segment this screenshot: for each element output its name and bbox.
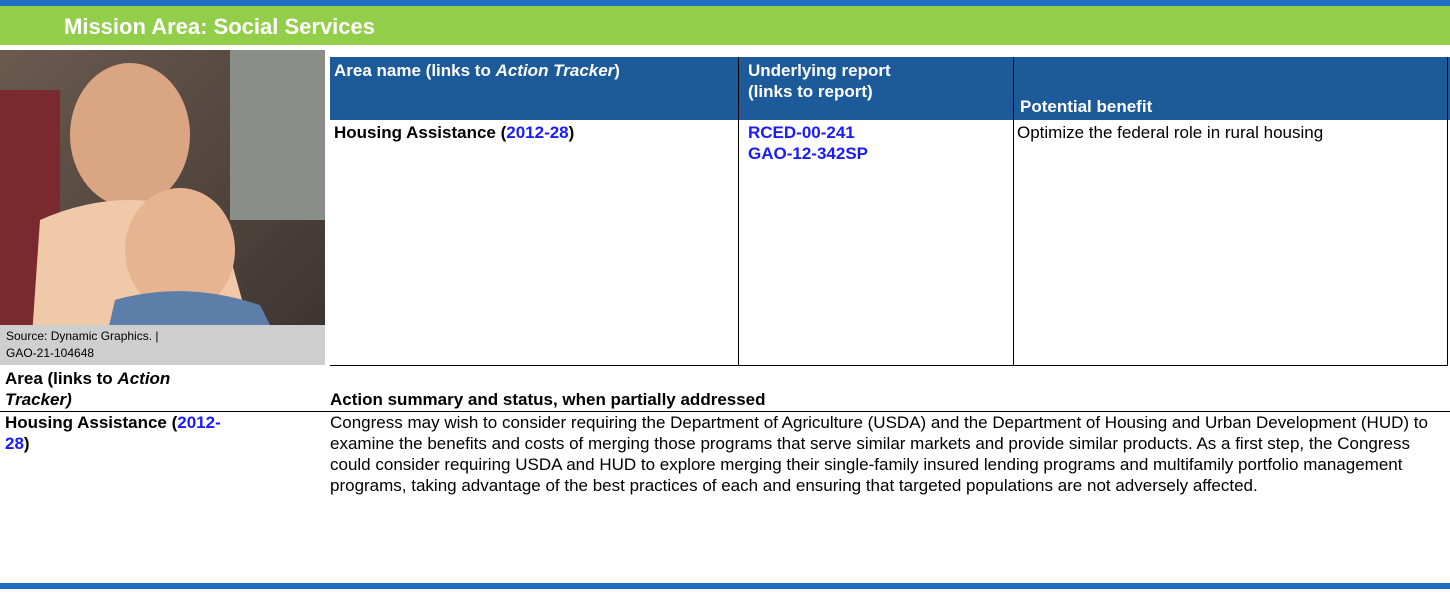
action-tracker-link[interactable]: 2012-28 (506, 123, 569, 142)
report-link[interactable]: RCED-00-241 (748, 123, 855, 142)
cell-border (330, 365, 1448, 366)
benefit-cell: Optimize the federal role in rural housi… (1017, 123, 1324, 142)
header-text: Area (links to (5, 369, 118, 388)
top-rule (0, 0, 1450, 6)
area-cell: Housing Assistance (2012-28) (334, 122, 574, 143)
action-tracker-link[interactable]: 2012- (177, 413, 221, 432)
area-text: Housing Assistance ( (5, 413, 178, 432)
row-border (0, 411, 1450, 412)
area-text: ) (23, 434, 30, 453)
header-text: Action Tracker (495, 61, 615, 80)
header-text: Area name (links to (334, 61, 496, 80)
header-text: Action (117, 369, 171, 388)
header-text: Tracker) (5, 390, 72, 409)
table-header (330, 57, 1450, 120)
report-link[interactable]: GAO-12-342SP (748, 144, 868, 163)
area-text: Housing Assistance ( (334, 123, 507, 142)
header-text: (links to report) (748, 82, 873, 101)
action-tracker-link[interactable]: 28 (5, 434, 24, 453)
cell-border (1013, 57, 1014, 365)
actions-header: Area (links to Action Tracker) (5, 368, 325, 410)
header-text: ) (614, 61, 620, 80)
summary-cell: Congress may wish to consider requiring … (330, 413, 1428, 495)
area-cell: Housing Assistance (2012- 28) (5, 412, 325, 454)
header-cell: Potential benefit (1020, 96, 1152, 117)
area-text: ) (568, 123, 575, 142)
title: Mission Area: Social Services (64, 14, 375, 39)
header-cell: Underlying report (links to report) (748, 60, 891, 102)
photo-caption: Source: Dynamic Graphics. | (6, 329, 159, 343)
header-text: Potential benefit (1020, 97, 1153, 116)
actions-header: Action summary and status, when partiall… (330, 390, 766, 409)
photo-caption: GAO-21-104648 (6, 346, 94, 360)
reports-cell: RCED-00-241 GAO-12-342SP (748, 122, 868, 164)
bottom-rule (0, 583, 1450, 589)
title-bar: Mission Area: Social Services (0, 6, 1450, 45)
cell-border (738, 57, 739, 365)
cell-border (1447, 57, 1448, 365)
photo: Source: Dynamic Graphics. | GAO-21-10464… (0, 50, 325, 365)
header-cell: Area name (links to Action Tracker) (334, 60, 674, 81)
header-text: Underlying report (748, 61, 891, 80)
